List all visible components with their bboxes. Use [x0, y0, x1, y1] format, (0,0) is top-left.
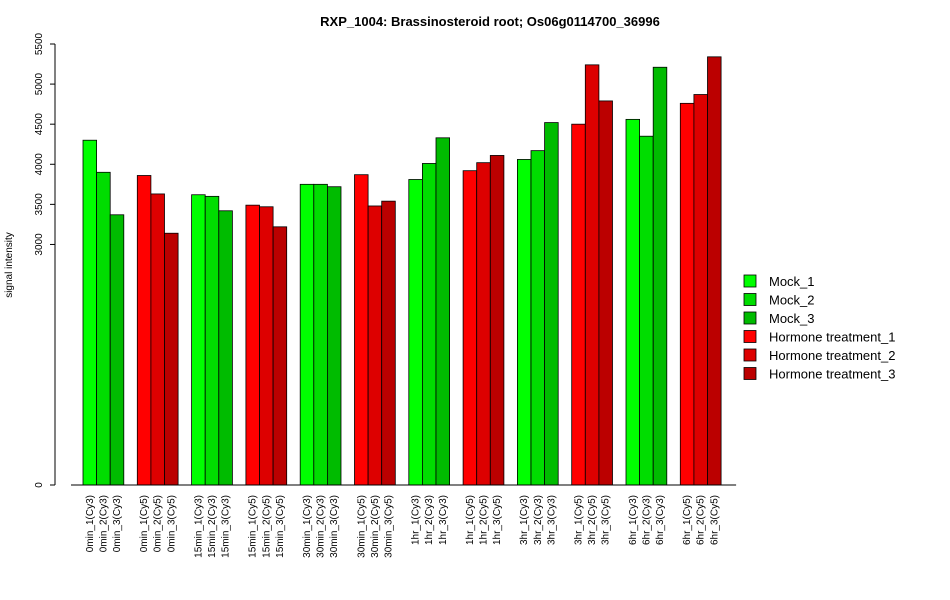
legend-swatch: [743, 348, 757, 362]
x-tick-label: 30min_3(Cy3): [329, 495, 340, 558]
bar: [109, 214, 125, 486]
bar: [150, 193, 165, 486]
legend-label: Mock_3: [769, 311, 815, 326]
x-tick-label: 30min_1(Cy5): [356, 495, 367, 558]
legend-swatch: [743, 293, 757, 306]
bar: [489, 155, 505, 486]
bar: [272, 226, 288, 486]
legend-swatch: [743, 367, 757, 380]
x-tick-label: 15min_1(Cy3): [193, 495, 204, 558]
bar: [679, 102, 695, 486]
y-tick-label: 5500: [34, 32, 45, 55]
x-tick-label: 1hr_2(Cy5): [479, 495, 490, 545]
x-tick-labels: 0min_1(Cy3) 0min_2(Cy3) 0min_3(Cy3) 0min_1(…: [85, 495, 720, 558]
x-tick-label: 6hr_3(Cy3): [655, 495, 666, 545]
y-tick-label: 0: [34, 482, 45, 488]
y-tick-label: 5000: [34, 73, 45, 96]
legend-swatch: [743, 330, 757, 343]
y-tick-label: 3500: [34, 193, 45, 216]
x-tick-label: 30min_2(Cy5): [370, 495, 381, 558]
bar: [625, 118, 641, 486]
x-tick-label: 3hr_1(Cy5): [574, 495, 585, 545]
legend-label: Mock_2: [769, 293, 815, 308]
x-tick-label: 3hr_2(Cy3): [533, 495, 544, 545]
bar: [707, 56, 722, 486]
bar: [408, 179, 423, 486]
bar: [299, 183, 315, 486]
x-tick-label: 1hr_1(Cy5): [465, 495, 476, 545]
x-tick-label: 30min_2(Cy3): [316, 495, 327, 558]
x-tick-label: 15min_2(Cy3): [207, 495, 218, 558]
legend-label: Hormone treatment_1: [769, 330, 895, 345]
y-axis-label: signal intensity: [4, 232, 15, 298]
x-tick-label: 0min_2(Cy3): [98, 495, 109, 552]
x-tick-label: 1hr_1(Cy3): [411, 495, 422, 545]
bar: [652, 66, 668, 486]
legend-swatch: [743, 311, 757, 325]
bar: [693, 94, 708, 486]
bar: [462, 170, 478, 486]
bar: [326, 186, 342, 486]
bar: [313, 183, 328, 486]
x-tick-label: 1hr_3(Cy5): [492, 495, 503, 545]
y-tick-label: 3000: [34, 233, 45, 256]
bar: [571, 123, 586, 486]
bars: [82, 56, 722, 486]
x-tick-label: 1hr_2(Cy3): [424, 495, 435, 545]
bar: [259, 206, 274, 486]
x-tick-label: 6hr_2(Cy3): [641, 495, 652, 545]
x-tick-label: 6hr_2(Cy5): [696, 495, 707, 545]
x-tick-label: 15min_2(Cy5): [261, 495, 272, 558]
bar: [639, 135, 654, 486]
bar: [82, 139, 98, 486]
legend-label: Hormone treatment_3: [769, 367, 895, 382]
legend-label: Hormone treatment_2: [769, 348, 895, 363]
x-tick-label: 6hr_1(Cy5): [682, 495, 693, 545]
x-tick-label: 30min_1(Cy3): [302, 495, 313, 558]
x-tick-label: 15min_3(Cy5): [275, 495, 286, 558]
x-tick-label: 6hr_3(Cy5): [709, 495, 720, 545]
legend: Mock_1 Mock_2 Mock_3 Hormone treatment_1 Hor…: [743, 274, 895, 382]
bar: [204, 195, 220, 486]
x-tick-label: 6hr_1(Cy3): [628, 495, 639, 545]
bar: [598, 100, 613, 486]
x-tick-label: 15min_3(Cy3): [221, 495, 232, 558]
bar: [544, 122, 559, 486]
bar: [191, 194, 206, 486]
x-tick-label: 1hr_3(Cy3): [438, 495, 449, 545]
x-tick-label: 30min_3(Cy5): [384, 495, 395, 558]
x-tick-label: 0min_3(Cy5): [166, 495, 177, 552]
bar: [354, 174, 369, 486]
bar: [530, 150, 546, 486]
bar: [367, 205, 383, 486]
x-tick-label: 0min_2(Cy5): [153, 495, 164, 552]
bar: [517, 159, 532, 486]
bar: [476, 162, 491, 486]
bar: [584, 64, 600, 486]
x-tick-label: 0min_1(Cy3): [85, 495, 96, 552]
y-tick-label: 4000: [34, 153, 45, 176]
x-tick-label: 3hr_3(Cy3): [546, 495, 557, 545]
bar: [421, 163, 437, 486]
bar: [245, 204, 260, 486]
bar: [435, 137, 451, 486]
bar: [96, 171, 111, 486]
x-tick-label: 3hr_1(Cy3): [519, 495, 530, 545]
legend-swatch: [743, 274, 757, 288]
x-tick-label: 15min_1(Cy5): [248, 495, 259, 558]
x-tick-label: 3hr_3(Cy5): [601, 495, 612, 545]
y-axis: 0 3000 3500 4000 4500 5000 5500: [34, 32, 56, 488]
y-tick-label: 4500: [34, 113, 45, 136]
x-tick-label: 0min_3(Cy3): [112, 495, 123, 552]
bar: [164, 232, 179, 486]
legend-label: Mock_1: [769, 274, 815, 289]
bar: [218, 210, 233, 486]
chart-title: RXP_1004: Brassinosteroid root; Os06g011…: [320, 14, 660, 29]
x-tick-label: 0min_1(Cy5): [139, 495, 150, 552]
bar: [381, 200, 396, 486]
x-tick-label: 3hr_2(Cy5): [587, 495, 598, 545]
bar: [136, 175, 152, 486]
